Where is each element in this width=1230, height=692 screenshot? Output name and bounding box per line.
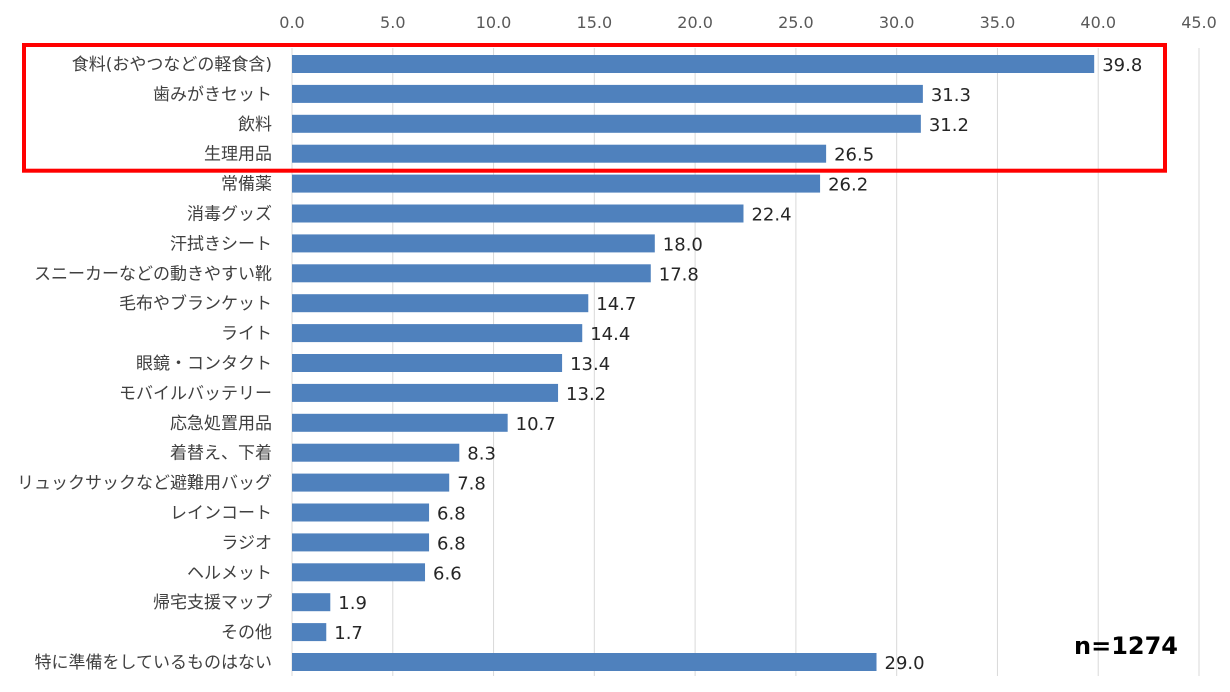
value-label: 14.4 (590, 324, 630, 345)
bar (292, 473, 450, 492)
category-label: 常備薬 (221, 175, 272, 195)
category-label: 眼鏡・コンタクト (136, 354, 272, 374)
bar (292, 264, 651, 283)
category-label: ヘルメット (187, 563, 272, 583)
value-label: 18.0 (663, 234, 703, 255)
category-label: レインコート (170, 504, 272, 524)
category-label: 応急処置用品 (170, 414, 272, 434)
category-label: モバイルバッテリー (119, 384, 272, 404)
value-label: 13.2 (566, 384, 606, 405)
category-label: リュックサックなど避難用バッグ (17, 474, 272, 494)
x-tick-label: 15.0 (577, 13, 613, 32)
x-tick-label: 5.0 (380, 13, 405, 32)
category-label: ラジオ (221, 533, 272, 553)
bar (292, 383, 559, 402)
value-label: 31.2 (929, 115, 969, 136)
value-label: 39.8 (1102, 55, 1142, 76)
value-label: 1.7 (334, 623, 363, 644)
bar (292, 354, 563, 372)
x-tick-label: 35.0 (980, 13, 1016, 32)
category-label: 特に準備をしているものはない (35, 653, 273, 673)
value-label: 6.8 (437, 533, 466, 554)
bar (292, 533, 430, 552)
value-label: 8.3 (467, 444, 496, 465)
highlight-box (22, 43, 1167, 173)
bar (292, 174, 821, 193)
x-tick-label: 25.0 (778, 13, 814, 32)
bar (292, 84, 923, 103)
bar (292, 593, 331, 612)
value-label: 17.8 (659, 264, 699, 285)
category-label: 帰宅支援マップ (153, 593, 272, 613)
value-label: 10.7 (516, 414, 556, 435)
category-label: その他 (221, 623, 272, 643)
bar (292, 653, 877, 671)
bar (292, 443, 460, 462)
category-label: 生理用品 (204, 145, 272, 165)
value-labels: 39.8 31.3 31.2 26.5 26.2 22.4 18.0 17.8 14.7 14.4… (334, 55, 1142, 674)
bar (292, 324, 583, 343)
bar (292, 114, 921, 133)
bar (292, 503, 430, 522)
bar (292, 204, 744, 223)
sample-size-label: n=1274 (1074, 632, 1178, 660)
bar (292, 413, 508, 432)
bar (292, 144, 827, 163)
category-label: 食料(おやつなどの軽食含) (72, 55, 272, 75)
value-label: 31.3 (931, 85, 971, 106)
bars (292, 55, 1095, 671)
value-label: 13.4 (570, 354, 610, 375)
x-tick-label: 10.0 (476, 13, 512, 32)
category-label: 歯みがきセット (153, 85, 272, 105)
category-label: 消毒グッズ (187, 205, 272, 225)
x-axis-ticks: 0.0 5.0 10.0 15.0 20.0 25.0 30.0 35.0 40.0 45.0 (279, 13, 1217, 32)
value-label: 26.5 (834, 145, 874, 166)
value-label: 6.8 (437, 504, 466, 525)
value-label: 7.8 (457, 474, 486, 495)
category-label: 毛布やブランケット (119, 293, 272, 314)
x-tick-label: 20.0 (677, 13, 713, 32)
category-label: 汗拭きシート (170, 234, 272, 254)
value-label: 6.6 (433, 563, 462, 584)
bar (292, 55, 1095, 73)
x-tick-label: 30.0 (879, 13, 915, 32)
value-label: 1.9 (338, 593, 367, 614)
bar (292, 563, 426, 582)
category-label: スニーカーなどの動きやすい靴 (34, 264, 272, 284)
bar (292, 294, 589, 313)
value-label: 29.0 (885, 653, 925, 674)
bar (292, 623, 327, 642)
x-tick-label: 45.0 (1181, 13, 1217, 32)
category-label: 着替え、下着 (170, 444, 272, 464)
value-label: 22.4 (751, 205, 791, 226)
value-label: 14.7 (596, 294, 636, 315)
x-tick-label: 0.0 (279, 13, 304, 32)
category-label: ライト (221, 324, 272, 344)
category-label: 飲料 (238, 115, 272, 135)
value-label: 26.2 (828, 175, 868, 196)
bar (292, 234, 655, 253)
x-tick-label: 40.0 (1080, 13, 1116, 32)
category-labels: 食料(おやつなどの軽食含) 歯みがきセット飲料生理用品常備薬消毒グッズ汗拭きシート… (17, 55, 272, 673)
